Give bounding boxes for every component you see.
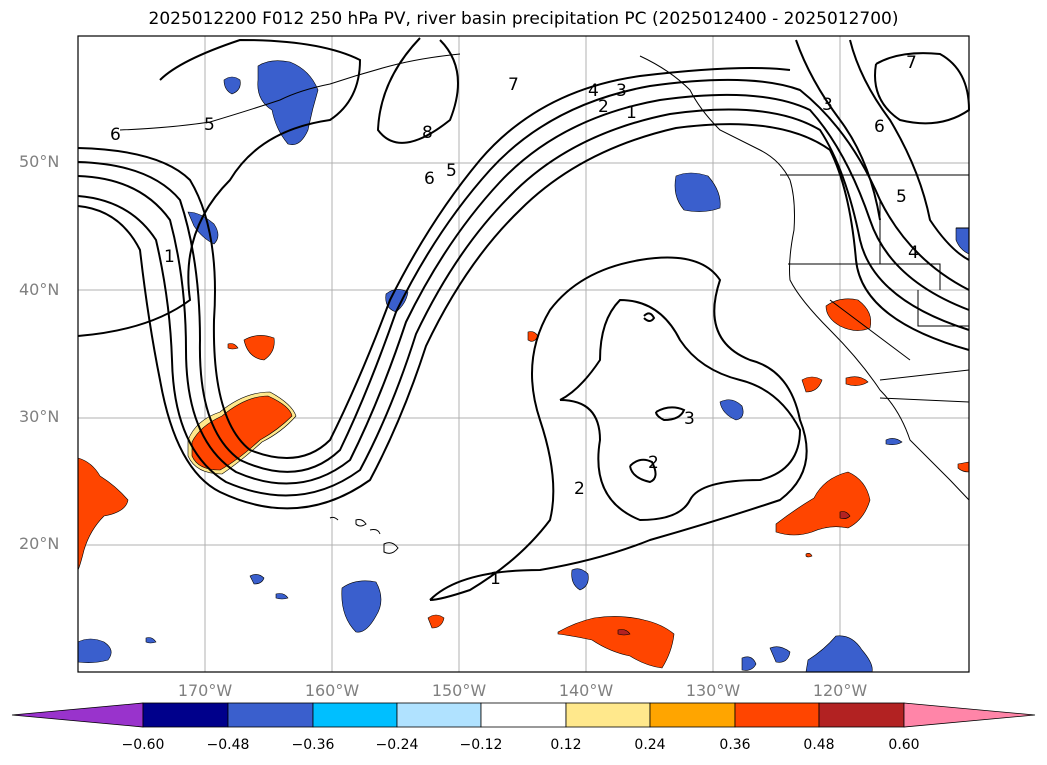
precip-blob [223,76,241,95]
contour-label: 7 [508,75,519,95]
precip-blob [77,638,112,663]
precip-blob [805,553,813,558]
precip-blob [249,574,265,585]
contour-label: 5 [446,161,457,181]
precip-blob [845,376,869,386]
precip-blob [257,60,319,145]
precip-blob [769,646,791,663]
precip-blob [617,629,631,636]
contour-label: 5 [204,115,215,135]
colorbar-tick: 0.36 [719,737,751,753]
contour-label: 8 [422,123,433,143]
contour-label: 2 [648,453,659,473]
map-frame [77,35,970,673]
colorbar-segment [312,702,398,728]
lat-label-30n: 30°N [19,407,60,426]
contour-label: 5 [896,187,907,207]
precip-blob [243,335,275,361]
lon-label-170w: 170°W [177,681,233,700]
colorbar-tick: −0.24 [375,737,419,753]
precip-blob [801,376,823,393]
precip-blob [805,635,873,673]
lon-label-120w: 120°W [812,681,868,700]
contour-label: 1 [164,247,175,267]
precip-blob [839,511,851,519]
colorbar-extend-min [11,702,144,728]
colorbar-segment [227,702,314,728]
lon-label-130w: 130°W [685,681,741,700]
precip-blob [341,580,382,633]
contour-label: 3 [616,81,627,101]
colorbar-tick: −0.36 [291,737,335,753]
colorbar-segment [649,702,736,728]
pv-contours [77,37,971,601]
precip-blob [775,471,871,536]
contour-label: 4 [588,81,599,101]
map-title: 2025012200 F012 250 hPa PV, river basin … [148,9,899,29]
colorbar-tick: 0.24 [634,737,666,753]
precip-blob [674,172,721,212]
lat-label-20n: 20°N [19,534,60,553]
lon-label-160w: 160°W [304,681,360,700]
colorbar-segment [734,702,820,728]
colorbar-tick: 0.60 [888,737,920,753]
lon-label-150w: 150°W [431,681,487,700]
colorbar-tick: −0.12 [459,737,503,753]
precip-blob [227,343,239,350]
precip-blob [275,593,289,600]
precip-blob [741,656,757,671]
colorbar-tick: 0.12 [550,737,582,753]
precip-blob [145,637,157,644]
contour-label: 4 [908,243,919,263]
precip-blob [557,616,675,669]
precip-blob [77,457,129,571]
contour-label: 1 [490,569,501,589]
contour-label: 2 [574,479,585,499]
coastlines [119,53,970,501]
precip-blob [571,568,589,591]
hawaii-islands [329,516,399,554]
precip-blob [427,614,445,629]
colorbar-segment [565,702,651,728]
colorbar-segment [818,702,905,728]
contour-label: 3 [822,95,833,115]
contour-labels: 6 5 8 7 4 3 2 1 6 5 1 3 2 2 1 7 3 6 5 4 [110,53,919,589]
colorbar-tick: −0.48 [206,737,250,753]
contour-label: 6 [110,125,121,145]
colorbar-tick: −0.60 [121,737,165,753]
colorbar-tick: 0.48 [803,737,835,753]
precip-blob [885,438,903,445]
contour-label: 7 [906,53,917,73]
colorbar-segment [142,702,229,728]
gridlines [78,36,969,672]
contour-label: 6 [874,117,885,137]
lat-label-50n: 50°N [19,152,60,171]
colorbar-extend-max [903,702,1036,728]
colorbar-segment [480,702,567,728]
precip-blob [191,395,293,471]
contour-label: 3 [684,409,695,429]
contour-label: 6 [424,169,435,189]
precip-positive [77,298,970,669]
precip-negative [77,60,970,673]
precip-blob [719,399,744,421]
lat-label-40n: 40°N [19,280,60,299]
colorbar-segment [396,702,482,728]
map-panel: 6 5 8 7 4 3 2 1 6 5 1 3 2 2 1 7 3 6 5 4 [77,35,971,673]
contour-label: 1 [626,103,637,123]
contour-label: 2 [598,97,609,117]
lon-label-140w: 140°W [558,681,614,700]
